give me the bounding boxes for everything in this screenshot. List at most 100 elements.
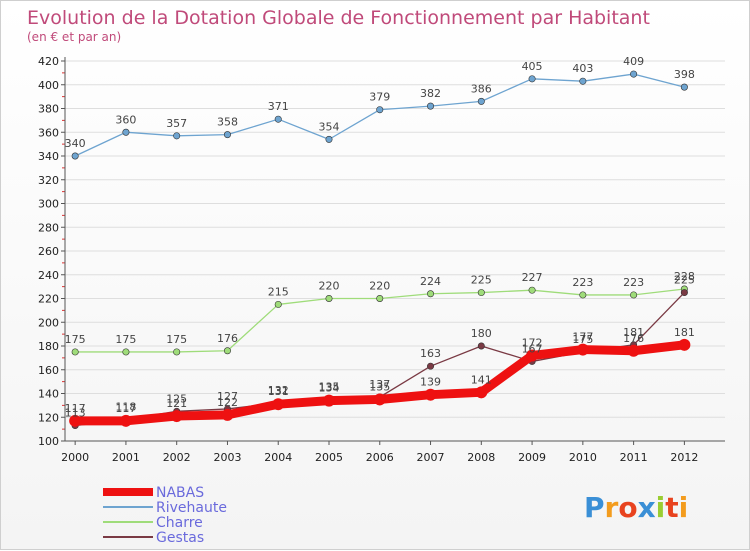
y-tick-label: 200 <box>38 316 59 329</box>
data-label-rivehaute: 354 <box>319 120 340 133</box>
point-gestas <box>427 362 435 370</box>
data-label-rivehaute: 405 <box>522 60 543 73</box>
point-nabas <box>69 414 82 427</box>
data-label-charre: 228 <box>674 270 695 283</box>
data-label-rivehaute: 360 <box>115 113 136 126</box>
y-tick-label: 260 <box>38 245 59 258</box>
point-rivehaute <box>223 131 231 139</box>
axes: 1001201401601802002202402602803003203403… <box>38 55 725 464</box>
point-rivehaute <box>71 152 79 160</box>
y-tick-label: 300 <box>38 198 59 211</box>
point-rivehaute <box>122 128 130 136</box>
data-label-gestas: 180 <box>471 327 492 340</box>
y-tick-label: 240 <box>38 269 59 282</box>
point-charre <box>579 291 587 299</box>
y-tick-label: 380 <box>38 103 59 116</box>
data-label-rivehaute: 398 <box>674 68 695 81</box>
point-charre <box>376 294 384 302</box>
data-label-gestas: 167 <box>522 342 543 355</box>
data-label-charre: 215 <box>268 285 289 298</box>
data-label-nabas: 135 <box>369 380 390 393</box>
x-tick-label: 2001 <box>112 451 140 464</box>
point-rivehaute <box>477 97 485 105</box>
point-nabas <box>221 408 234 421</box>
data-label-charre: 175 <box>65 333 86 346</box>
legend-label-nabas: NABAS <box>156 485 204 501</box>
data-label-nabas: 134 <box>319 382 340 395</box>
point-rivehaute <box>630 70 638 78</box>
point-nabas <box>323 394 335 407</box>
y-tick-label: 340 <box>38 150 59 163</box>
point-charre <box>630 291 638 299</box>
y-tick-label: 360 <box>38 126 59 139</box>
data-label-gestas: 175 <box>572 333 593 346</box>
data-label-rivehaute: 379 <box>369 91 390 104</box>
x-tick-label: 2009 <box>518 451 546 464</box>
logo-letter: o <box>618 491 637 524</box>
data-label-nabas: 141 <box>471 373 492 386</box>
point-rivehaute <box>427 102 435 110</box>
data-label-nabas: 122 <box>217 396 238 409</box>
data-label-rivehaute: 357 <box>166 117 187 130</box>
point-nabas <box>272 398 285 411</box>
point-nabas <box>373 393 386 406</box>
point-rivehaute <box>680 83 688 91</box>
point-gestas <box>680 289 688 297</box>
grid <box>65 60 725 442</box>
data-label-gestas: 118 <box>115 401 136 414</box>
x-tick-label: 2010 <box>569 451 597 464</box>
logo-letter: t <box>665 491 678 524</box>
point-rivehaute <box>376 106 384 114</box>
data-label-charre: 223 <box>572 276 593 289</box>
legend-label-gestas: Gestas <box>156 530 204 546</box>
point-gestas <box>477 342 485 350</box>
logo-letter: x <box>638 491 656 524</box>
data-labels: 340 360 357 358 371 354 379 382 386 405 403 409 398 1… <box>65 55 695 420</box>
data-label-charre: 220 <box>319 280 340 293</box>
data-label-charre: 175 <box>115 333 136 346</box>
y-tick-label: 120 <box>38 411 59 424</box>
series-layer <box>69 70 691 430</box>
logo-letter: P <box>584 491 605 524</box>
legend-label-rivehaute: Rivehaute <box>156 500 227 516</box>
data-label-nabas: 131 <box>268 385 289 398</box>
point-nabas <box>576 343 589 356</box>
data-label-nabas: 117 <box>65 402 86 415</box>
data-label-charre: 225 <box>471 274 492 287</box>
data-label-nabas: 176 <box>623 332 644 345</box>
data-label-gestas: 132 <box>268 384 289 397</box>
y-tick-label: 220 <box>38 293 59 306</box>
point-nabas <box>170 410 183 423</box>
x-tick-label: 2006 <box>366 451 394 464</box>
y-tick-label: 160 <box>38 364 59 377</box>
x-tick-label: 2008 <box>467 451 495 464</box>
point-charre <box>223 347 231 355</box>
data-label-rivehaute: 371 <box>268 100 289 113</box>
chart-title: Evolution de la Dotation Globale de Fonc… <box>27 7 650 29</box>
point-charre <box>173 348 181 356</box>
data-label-charre: 175 <box>166 333 187 346</box>
point-rivehaute <box>325 135 333 143</box>
x-tick-label: 2002 <box>163 451 191 464</box>
data-label-rivehaute: 386 <box>471 82 492 95</box>
point-rivehaute <box>528 75 536 83</box>
data-label-nabas: 172 <box>522 337 543 350</box>
data-label-nabas: 121 <box>166 397 187 410</box>
y-tick-label: 400 <box>38 79 59 92</box>
data-label-charre: 220 <box>369 280 390 293</box>
point-charre <box>71 348 79 356</box>
data-label-nabas: 177 <box>572 331 593 344</box>
point-nabas <box>119 414 132 427</box>
point-nabas <box>627 344 640 357</box>
data-label-gestas: 135 <box>319 380 340 393</box>
point-charre <box>122 348 130 356</box>
point-rivehaute <box>274 115 282 123</box>
proxiti-logo: Proxiti <box>584 491 688 524</box>
x-tick-label: 2007 <box>417 451 445 464</box>
legend-label-charre: Charre <box>156 515 203 531</box>
x-tick-label: 2012 <box>670 451 698 464</box>
point-nabas <box>678 338 691 351</box>
series-line-rivehaute <box>74 73 686 157</box>
